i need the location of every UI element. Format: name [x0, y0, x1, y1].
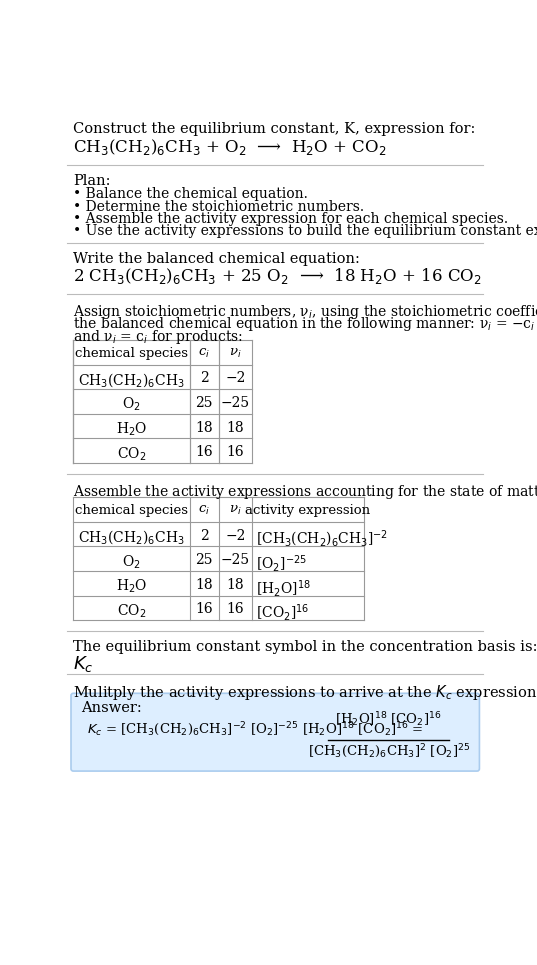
- Text: c$_i$: c$_i$: [198, 346, 211, 360]
- Text: −2: −2: [225, 529, 245, 542]
- Text: c$_i$: c$_i$: [198, 504, 211, 517]
- Text: [O$_2$]$^{-25}$: [O$_2$]$^{-25}$: [256, 553, 307, 574]
- Text: CO$_2$: CO$_2$: [117, 602, 146, 620]
- Text: Assign stoichiometric numbers, ν$_i$, using the stoichiometric coefficients, c$_: Assign stoichiometric numbers, ν$_i$, us…: [74, 303, 537, 321]
- Text: [H$_2$O]$^{18}$ [CO$_2$]$^{16}$: [H$_2$O]$^{18}$ [CO$_2$]$^{16}$: [336, 710, 442, 729]
- Text: • Balance the chemical equation.: • Balance the chemical equation.: [74, 187, 308, 202]
- Text: CH$_3$(CH$_2$)$_6$CH$_3$: CH$_3$(CH$_2$)$_6$CH$_3$: [78, 372, 185, 389]
- Text: [H$_2$O]$^{18}$: [H$_2$O]$^{18}$: [256, 578, 311, 599]
- Text: 25: 25: [195, 553, 213, 567]
- Text: ν$_i$: ν$_i$: [229, 346, 242, 360]
- Text: H$_2$O: H$_2$O: [116, 421, 147, 438]
- Text: 18: 18: [227, 578, 244, 592]
- Text: 16: 16: [195, 446, 213, 459]
- Text: −25: −25: [221, 396, 250, 410]
- Text: [CH$_3$(CH$_2$)$_6$CH$_3$]$^2$ [O$_2$]$^{25}$: [CH$_3$(CH$_2$)$_6$CH$_3$]$^2$ [O$_2$]$^…: [308, 743, 470, 760]
- Text: −25: −25: [221, 553, 250, 567]
- Text: The equilibrium constant symbol in the concentration basis is:: The equilibrium constant symbol in the c…: [74, 640, 537, 654]
- Text: CH$_3$(CH$_2$)$_6$CH$_3$: CH$_3$(CH$_2$)$_6$CH$_3$: [78, 529, 185, 546]
- Text: $K_c$ = [CH$_3$(CH$_2$)$_6$CH$_3$]$^{-2}$ [O$_2$]$^{-25}$ [H$_2$O]$^{18}$ [CO$_2: $K_c$ = [CH$_3$(CH$_2$)$_6$CH$_3$]$^{-2}…: [88, 720, 424, 738]
- Text: 16: 16: [195, 602, 213, 617]
- Text: Construct the equilibrium constant, K, expression for:: Construct the equilibrium constant, K, e…: [74, 122, 476, 136]
- FancyBboxPatch shape: [71, 693, 480, 771]
- Text: H$_2$O: H$_2$O: [116, 578, 147, 595]
- Text: and ν$_i$ = c$_i$ for products:: and ν$_i$ = c$_i$ for products:: [74, 327, 243, 345]
- Text: chemical species: chemical species: [75, 504, 188, 517]
- Text: • Use the activity expressions to build the equilibrium constant expression.: • Use the activity expressions to build …: [74, 225, 537, 238]
- Text: activity expression: activity expression: [245, 504, 371, 517]
- Text: 16: 16: [227, 446, 244, 459]
- Text: $K_c$: $K_c$: [74, 654, 94, 674]
- Text: • Assemble the activity expression for each chemical species.: • Assemble the activity expression for e…: [74, 212, 509, 226]
- Text: −2: −2: [225, 372, 245, 385]
- Text: 25: 25: [195, 396, 213, 410]
- Text: [CH$_3$(CH$_2$)$_6$CH$_3$]$^{-2}$: [CH$_3$(CH$_2$)$_6$CH$_3$]$^{-2}$: [256, 529, 388, 549]
- Text: Mulitply the activity expressions to arrive at the $K_c$ expression:: Mulitply the activity expressions to arr…: [74, 683, 537, 703]
- Text: O$_2$: O$_2$: [122, 396, 141, 413]
- Text: the balanced chemical equation in the following manner: ν$_i$ = −c$_i$ for react: the balanced chemical equation in the fo…: [74, 316, 537, 333]
- Text: 2 CH$_3$(CH$_2$)$_6$CH$_3$ + 25 O$_2$  ⟶  18 H$_2$O + 16 CO$_2$: 2 CH$_3$(CH$_2$)$_6$CH$_3$ + 25 O$_2$ ⟶ …: [74, 266, 482, 286]
- Text: [CO$_2$]$^{16}$: [CO$_2$]$^{16}$: [256, 602, 310, 623]
- Text: CO$_2$: CO$_2$: [117, 446, 146, 463]
- Text: Assemble the activity expressions accounting for the state of matter and ν$_i$:: Assemble the activity expressions accoun…: [74, 483, 537, 501]
- Text: 18: 18: [195, 578, 213, 592]
- Text: • Determine the stoichiometric numbers.: • Determine the stoichiometric numbers.: [74, 200, 365, 213]
- Text: chemical species: chemical species: [75, 346, 188, 360]
- Text: 16: 16: [227, 602, 244, 617]
- Text: O$_2$: O$_2$: [122, 553, 141, 570]
- Text: Write the balanced chemical equation:: Write the balanced chemical equation:: [74, 252, 360, 266]
- Text: Plan:: Plan:: [74, 175, 111, 188]
- Text: CH$_3$(CH$_2$)$_6$CH$_3$ + O$_2$  ⟶  H$_2$O + CO$_2$: CH$_3$(CH$_2$)$_6$CH$_3$ + O$_2$ ⟶ H$_2$…: [74, 137, 387, 157]
- Text: ν$_i$: ν$_i$: [229, 504, 242, 517]
- Text: 2: 2: [200, 529, 209, 542]
- Text: 2: 2: [200, 372, 209, 385]
- Text: 18: 18: [227, 421, 244, 434]
- Text: Answer:: Answer:: [81, 701, 142, 715]
- Text: 18: 18: [195, 421, 213, 434]
